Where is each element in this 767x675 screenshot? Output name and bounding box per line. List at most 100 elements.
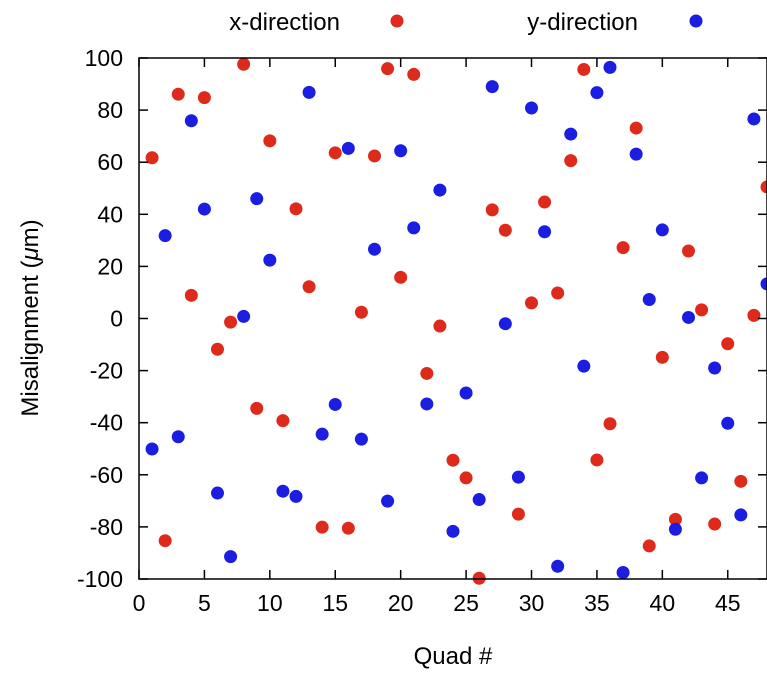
point-y-direction	[459, 386, 473, 400]
point-y-direction	[420, 397, 434, 411]
y-tick-label: 80	[97, 97, 123, 123]
legend-label-y-direction: y-direction	[527, 9, 638, 36]
point-y-direction	[485, 80, 499, 94]
axis-ticks: 0 5 10 15 20 25 30 35 40 45 -100 -80 -60 -40 -20 0 20 40 6…	[77, 45, 767, 616]
point-y-direction	[263, 253, 277, 267]
point-y-direction	[472, 493, 486, 507]
point-y-direction	[734, 508, 748, 522]
point-x-direction	[407, 67, 421, 81]
point-y-direction	[289, 489, 303, 503]
y-tick-label: -20	[90, 358, 123, 384]
point-y-direction	[433, 183, 447, 197]
point-x-direction	[616, 241, 630, 255]
plot-frame	[138, 57, 767, 580]
point-y-direction	[577, 359, 591, 373]
data-points	[145, 57, 767, 585]
point-x-direction	[760, 180, 767, 194]
point-y-direction	[315, 427, 329, 441]
point-y-direction	[446, 524, 460, 538]
point-y-direction	[250, 192, 264, 206]
point-y-direction	[224, 550, 238, 564]
point-x-direction	[276, 414, 290, 428]
point-y-direction	[381, 494, 395, 508]
legend-marker-x-direction	[390, 14, 404, 28]
legend-marker-y-direction	[689, 14, 703, 28]
y-tick-label: 20	[97, 253, 123, 279]
point-y-direction	[394, 144, 408, 158]
x-tick-label: 30	[519, 590, 545, 616]
point-x-direction	[629, 121, 643, 135]
x-tick-label: 40	[650, 590, 676, 616]
point-x-direction	[668, 512, 682, 526]
x-tick-label: 5	[198, 590, 211, 616]
point-y-direction	[184, 114, 198, 128]
point-x-direction	[682, 244, 695, 258]
point-y-direction	[708, 361, 722, 375]
point-y-direction	[211, 486, 224, 500]
point-x-direction	[551, 286, 565, 300]
point-y-direction	[237, 309, 251, 323]
point-x-direction	[368, 149, 381, 163]
point-y-direction	[551, 559, 565, 573]
point-y-direction	[668, 522, 682, 536]
point-y-direction	[328, 397, 342, 411]
point-x-direction	[328, 146, 342, 160]
point-y-direction	[564, 127, 578, 141]
point-y-direction	[302, 85, 316, 99]
legend: x-direction y-direction	[229, 9, 703, 36]
point-x-direction	[184, 288, 198, 302]
point-x-direction	[459, 471, 473, 485]
point-y-direction	[747, 112, 761, 126]
point-x-direction	[420, 366, 434, 380]
legend-label-x-direction: x-direction	[229, 9, 340, 36]
point-x-direction	[171, 87, 185, 101]
point-x-direction	[655, 350, 669, 364]
point-x-direction	[341, 521, 355, 535]
y-tick-label: 100	[85, 45, 123, 71]
point-y-direction	[682, 310, 695, 324]
point-y-direction	[341, 141, 355, 155]
point-y-direction	[158, 229, 172, 243]
point-y-direction	[511, 470, 525, 484]
point-y-direction	[642, 292, 656, 306]
y-tick-label: -100	[77, 566, 123, 592]
y-axis-label: Misalignment (μm)	[17, 219, 44, 416]
point-x-direction	[498, 223, 512, 237]
point-x-direction	[237, 57, 251, 71]
point-y-direction	[603, 60, 617, 74]
point-x-direction	[538, 195, 552, 209]
point-y-direction	[498, 317, 512, 331]
x-axis-label: Quad #	[414, 643, 493, 670]
point-y-direction	[760, 277, 767, 291]
point-y-direction	[525, 101, 538, 115]
point-x-direction	[721, 337, 735, 351]
point-x-direction	[511, 507, 525, 521]
point-x-direction	[394, 270, 408, 284]
point-y-direction	[276, 484, 290, 498]
point-x-direction	[472, 571, 486, 585]
point-y-direction	[538, 225, 552, 239]
point-y-direction	[695, 471, 709, 485]
point-x-direction	[158, 534, 172, 548]
y-tick-label: -40	[90, 410, 123, 436]
point-x-direction	[354, 305, 368, 319]
point-x-direction	[642, 539, 656, 553]
point-y-direction	[171, 430, 185, 444]
point-y-direction	[145, 442, 159, 456]
point-y-direction	[616, 565, 630, 579]
point-x-direction	[211, 342, 224, 356]
y-tick-label: 60	[97, 149, 123, 175]
x-tick-label: 20	[388, 590, 414, 616]
point-x-direction	[263, 134, 277, 148]
x-tick-label: 15	[322, 590, 348, 616]
y-tick-label: 40	[97, 201, 123, 227]
point-x-direction	[289, 202, 303, 216]
point-y-direction	[354, 432, 368, 446]
point-x-direction	[590, 453, 604, 467]
x-tick-label: 35	[584, 590, 610, 616]
point-x-direction	[564, 154, 578, 168]
point-x-direction	[695, 303, 709, 317]
point-x-direction	[381, 62, 395, 76]
point-x-direction	[603, 417, 617, 431]
